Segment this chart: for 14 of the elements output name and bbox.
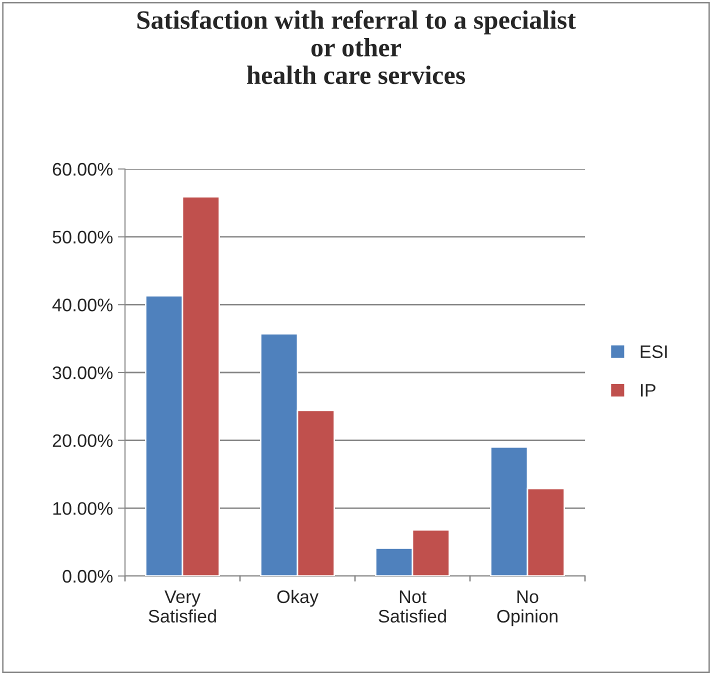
y-tick-label: 60.00% xyxy=(52,162,113,176)
y-tick-label: 40.00% xyxy=(52,298,113,312)
y-tick-label: 0.00% xyxy=(62,570,113,583)
y-tick-label: 20.00% xyxy=(52,434,113,448)
y-tick-label: 30.00% xyxy=(52,366,113,380)
legend-label: ESI xyxy=(640,345,667,358)
chart-title: Satisfaction with referral to a specialist or other health care services xyxy=(137,10,576,84)
y-tick-label: 50.00% xyxy=(52,230,113,244)
x-tick-label: Okay xyxy=(277,590,319,607)
x-tick-label: Very Satisfied xyxy=(148,590,216,623)
x-tick-label: Not Satisfied xyxy=(378,590,446,623)
legend-label: IP xyxy=(641,384,656,397)
x-tick-label: No Opinion xyxy=(497,590,558,626)
y-tick-label: 10.00% xyxy=(53,502,113,515)
